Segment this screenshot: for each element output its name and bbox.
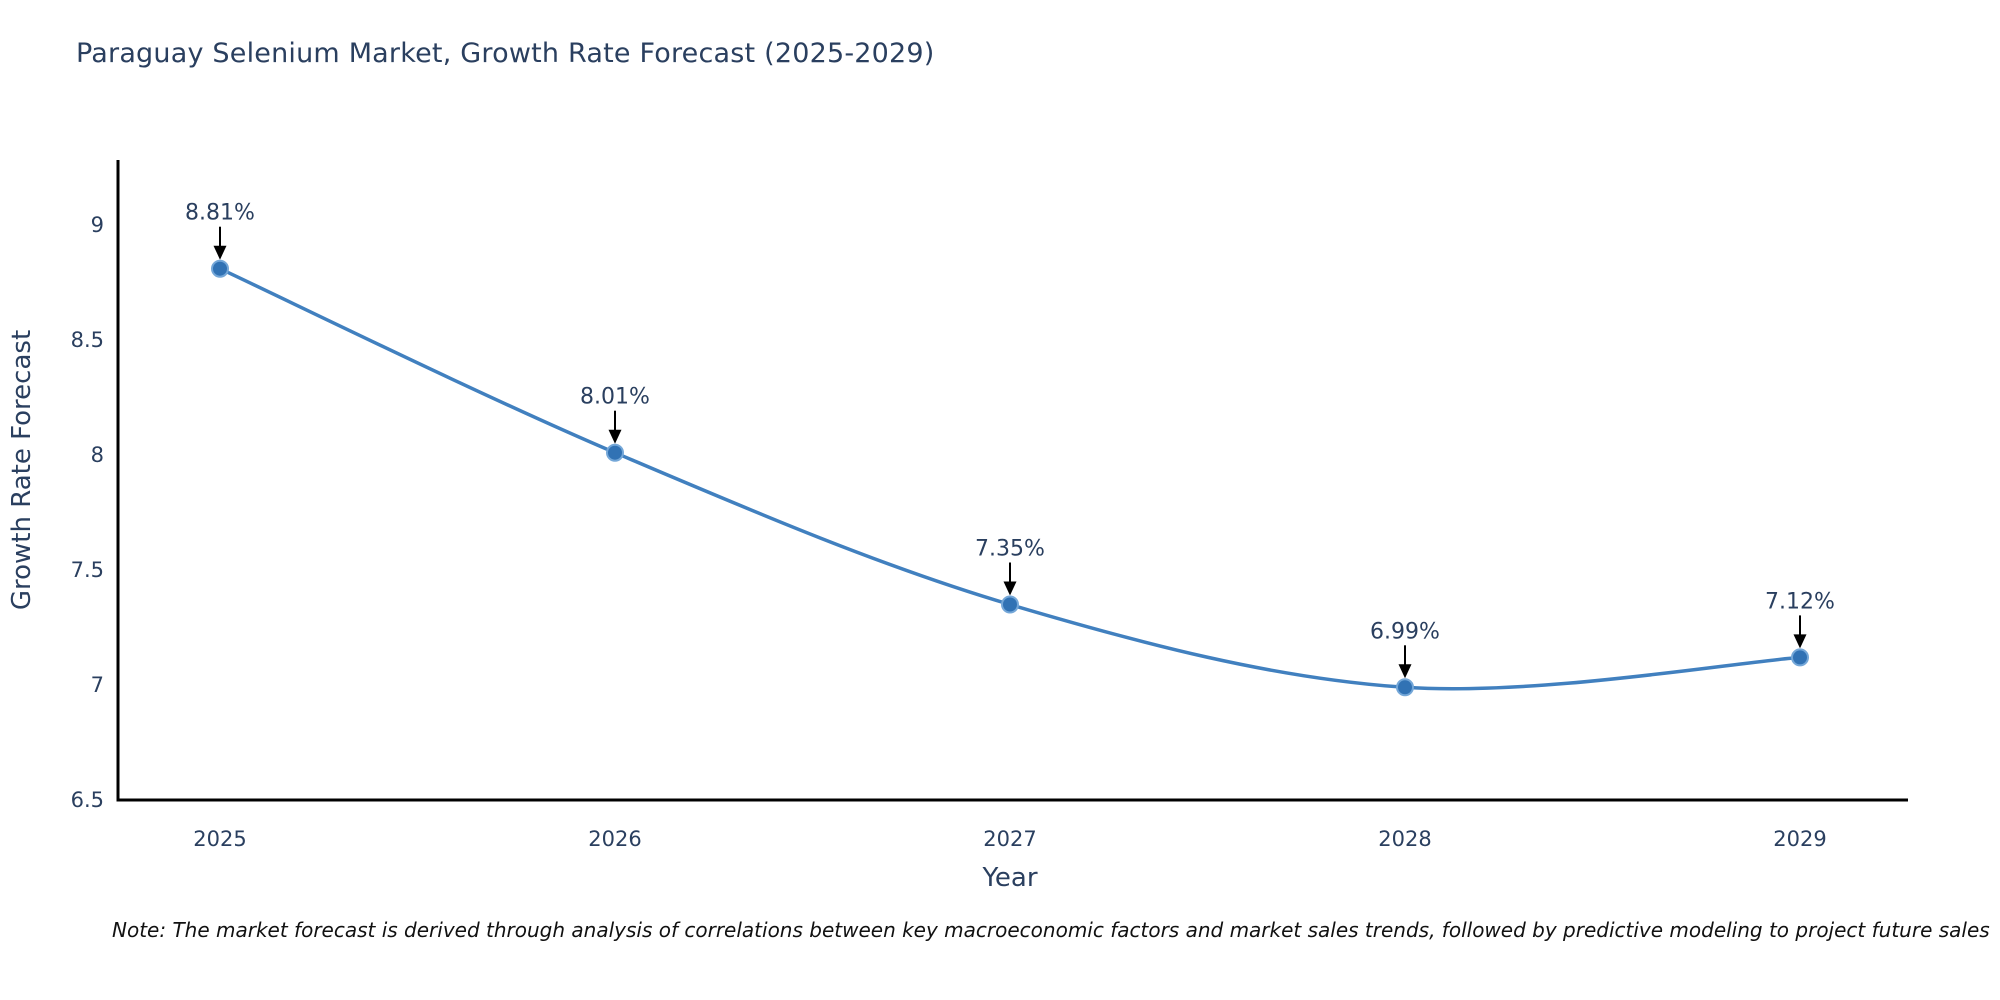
y-axis-title: Growth Rate Forecast <box>7 330 37 610</box>
data-point-marker <box>1001 595 1019 614</box>
annotation-arrow-head <box>608 429 622 444</box>
x-axis-title: Year <box>981 863 1037 893</box>
y-tick-label: 8.5 <box>71 328 104 352</box>
x-tick-label: 2025 <box>193 827 246 851</box>
x-tick-label: 2026 <box>588 827 641 851</box>
point-annotation-label: 8.01% <box>580 385 650 410</box>
point-annotation-label: 8.81% <box>185 201 255 226</box>
y-tick-label: 6.5 <box>71 788 104 812</box>
annotation-arrow-head <box>1003 581 1017 596</box>
annotation-arrow-head <box>213 245 227 260</box>
x-tick-label: 2028 <box>1378 827 1431 851</box>
data-point-marker <box>1791 648 1809 667</box>
chart-title: Paraguay Selenium Market, Growth Rate Fo… <box>76 38 935 69</box>
annotation-arrow-head <box>1793 634 1807 649</box>
y-tick-label: 7.5 <box>71 558 104 582</box>
annotation-arrow-head <box>1398 664 1412 679</box>
x-tick-label: 2029 <box>1773 827 1826 851</box>
point-annotation-label: 7.12% <box>1765 589 1835 614</box>
x-tick-label: 2027 <box>983 827 1036 851</box>
y-tick-label: 7 <box>91 673 104 697</box>
trend-line <box>218 266 1802 691</box>
footnote: Note: The market forecast is derived thr… <box>112 918 1990 942</box>
y-tick-label: 9 <box>91 213 104 237</box>
y-tick-label: 8 <box>91 443 104 467</box>
data-point-marker <box>211 259 229 278</box>
data-point-marker <box>606 443 624 462</box>
point-annotation-label: 6.99% <box>1370 619 1440 644</box>
point-annotation-label: 7.35% <box>975 537 1045 562</box>
data-point-marker <box>1396 678 1414 697</box>
